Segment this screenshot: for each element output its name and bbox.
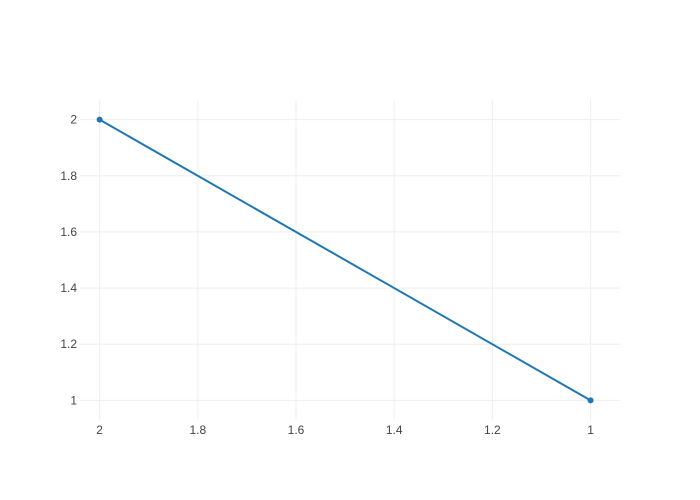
x-tick-label: 1.6 xyxy=(288,423,305,437)
y-tick-label: 1 xyxy=(70,393,77,407)
data-point[interactable] xyxy=(587,397,594,404)
series-line xyxy=(99,118,592,402)
y-tick-label: 2 xyxy=(70,113,77,127)
data-point[interactable] xyxy=(96,116,103,123)
x-tick-label: 1 xyxy=(587,423,594,437)
y-tick-label: 1.2 xyxy=(60,337,77,351)
y-axis-tick-labels: 1 1.2 1.4 1.6 1.8 2 xyxy=(60,113,77,408)
x-tick-label: 2 xyxy=(96,423,103,437)
x-tick-label: 1.4 xyxy=(386,423,403,437)
x-axis-tick-labels: 2 1.8 1.6 1.4 1.2 1 xyxy=(96,423,594,437)
x-tick-label: 1.2 xyxy=(484,423,501,437)
x-tick-label: 1.8 xyxy=(189,423,206,437)
y-tick-label: 1.6 xyxy=(60,225,77,239)
y-tick-label: 1.4 xyxy=(60,281,77,295)
plot-series xyxy=(96,116,594,404)
grid-lines xyxy=(80,100,620,420)
y-tick-label: 1.8 xyxy=(60,169,77,183)
